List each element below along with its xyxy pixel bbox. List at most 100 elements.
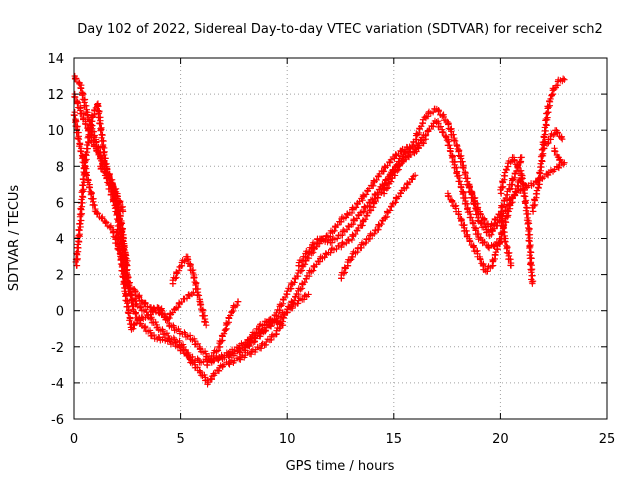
- data-point: [280, 314, 287, 322]
- data-point: [477, 219, 484, 227]
- data-point: [360, 208, 367, 215]
- y-tick-label: 8: [56, 160, 64, 175]
- data-point: [370, 230, 378, 238]
- data-point: [539, 150, 547, 157]
- data-point: [137, 304, 145, 311]
- data-point: [244, 342, 251, 349]
- data-point: [362, 191, 370, 198]
- data-point: [124, 308, 132, 316]
- data-point: [202, 321, 210, 329]
- data-point: [555, 164, 563, 172]
- data-point: [511, 188, 519, 196]
- data-point: [495, 239, 502, 247]
- data-point: [362, 239, 369, 247]
- data-point: [331, 227, 338, 235]
- data-point: [559, 136, 566, 143]
- data-point: [546, 98, 553, 105]
- x-tick-label: 20: [492, 432, 509, 447]
- data-point: [109, 181, 116, 189]
- data-point: [278, 302, 285, 309]
- data-point: [514, 163, 521, 171]
- series-track-16: [529, 75, 568, 215]
- data-point: [468, 190, 476, 198]
- data-point: [489, 262, 496, 270]
- data-point: [511, 192, 518, 199]
- chart-title: Day 102 of 2022, Sidereal Day-to-day VTE…: [77, 22, 603, 37]
- data-point: [166, 337, 174, 345]
- data-point: [382, 214, 389, 221]
- data-point: [100, 148, 107, 156]
- data-point: [501, 197, 508, 205]
- data-point: [138, 297, 145, 304]
- data-point: [125, 281, 132, 289]
- data-point: [115, 217, 122, 225]
- y-tick-label: -6: [51, 413, 64, 428]
- data-point: [74, 100, 81, 107]
- data-point: [323, 232, 330, 239]
- data-point: [455, 211, 463, 218]
- data-point: [547, 95, 554, 103]
- data-point: [470, 244, 477, 251]
- data-point: [527, 248, 534, 256]
- data-point: [207, 357, 214, 364]
- data-point: [469, 220, 477, 227]
- data-point: [524, 210, 532, 218]
- data-point: [298, 258, 306, 265]
- data-point: [525, 237, 532, 244]
- data-point: [166, 336, 173, 344]
- data-point: [85, 138, 92, 146]
- data-point: [132, 288, 139, 295]
- series-track-9: [242, 315, 287, 354]
- data-point: [498, 218, 505, 225]
- data-point: [113, 229, 121, 236]
- data-point: [346, 257, 354, 264]
- data-point: [309, 267, 317, 274]
- data-point: [313, 239, 320, 247]
- data-point: [106, 175, 113, 182]
- data-point: [554, 129, 562, 136]
- data-point: [361, 203, 368, 210]
- data-point: [74, 255, 81, 262]
- data-point: [290, 297, 298, 304]
- data-point: [196, 298, 203, 305]
- data-point: [248, 348, 255, 355]
- data-point: [361, 216, 369, 223]
- data-point: [386, 159, 394, 166]
- series-track-8: [203, 298, 242, 369]
- data-point: [114, 236, 121, 243]
- data-point: [147, 332, 155, 340]
- x-tick-labels: 0 5 10 15 20 25: [70, 432, 615, 447]
- data-point: [300, 296, 308, 303]
- data-point: [194, 291, 201, 299]
- data-point: [250, 339, 257, 346]
- data-point: [147, 315, 154, 322]
- data-point: [227, 312, 234, 319]
- data-point: [77, 85, 85, 92]
- data-point: [448, 198, 456, 206]
- data-point: [561, 76, 568, 83]
- data-point: [398, 160, 405, 167]
- data-point: [545, 103, 552, 111]
- data-point: [236, 349, 244, 356]
- y-tick-label: -2: [51, 341, 64, 356]
- data-point: [166, 310, 174, 317]
- data-point: [370, 195, 378, 202]
- series-track-19: [551, 145, 566, 166]
- data-point: [388, 203, 395, 211]
- series-track-17: [540, 127, 566, 152]
- data-point: [247, 351, 255, 358]
- data-point: [184, 256, 192, 263]
- data-point: [500, 172, 508, 180]
- data-point: [370, 177, 378, 184]
- data-point: [467, 214, 475, 221]
- data-point: [542, 121, 550, 128]
- data-point: [518, 175, 525, 183]
- data-point: [394, 167, 401, 174]
- data-point: [154, 304, 161, 311]
- data-point: [194, 364, 201, 371]
- data-point: [334, 221, 341, 229]
- data-point: [462, 200, 469, 207]
- data-point: [505, 208, 512, 215]
- data-point: [97, 153, 104, 161]
- data-point: [93, 147, 101, 155]
